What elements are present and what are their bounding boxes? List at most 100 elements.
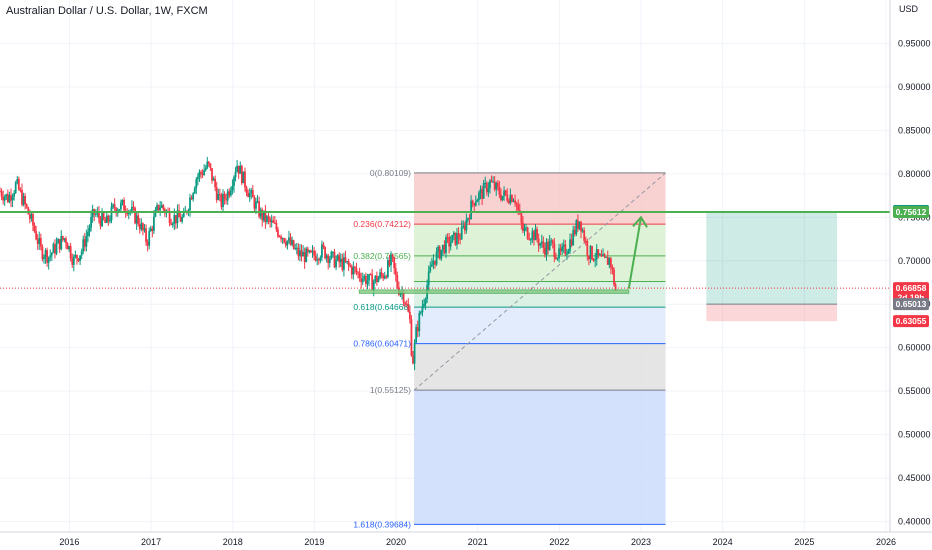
fib-label-0.382: 0.382(0.70565) xyxy=(353,251,411,261)
candle-body xyxy=(76,254,78,259)
candle-body xyxy=(289,237,292,245)
candle-body xyxy=(525,227,527,229)
x-tick-label: 2026 xyxy=(876,537,896,547)
position-profit-zone[interactable] xyxy=(706,210,838,305)
projection-arrow[interactable] xyxy=(627,217,643,289)
price-badge-text: 0.66858 xyxy=(896,283,927,293)
candle-body xyxy=(273,222,276,224)
candle-body xyxy=(427,271,430,286)
price-badge-text: 0.75612 xyxy=(896,207,927,217)
candle-body xyxy=(278,236,281,238)
support-zone[interactable] xyxy=(358,289,630,294)
candle-body xyxy=(613,269,615,285)
y-tick-label: 0.90000 xyxy=(898,82,931,92)
candle-body xyxy=(143,228,146,231)
candle-body xyxy=(212,178,215,181)
candle-body xyxy=(529,239,532,241)
x-tick-label: 2021 xyxy=(468,537,488,547)
candles xyxy=(0,156,617,371)
candle-body xyxy=(151,228,154,231)
candle-body xyxy=(206,161,209,168)
candle-body xyxy=(339,258,342,263)
projection-arrowhead xyxy=(632,215,648,228)
candle-body xyxy=(468,218,471,220)
fib-zone-0.786 xyxy=(414,343,666,391)
candle-body xyxy=(74,254,77,257)
candle-body xyxy=(259,209,262,217)
fib-zone-1 xyxy=(414,390,666,525)
candle-body xyxy=(586,241,589,256)
candle-body xyxy=(441,244,444,250)
candle-body xyxy=(313,250,315,256)
candle-body xyxy=(598,254,601,256)
overlays[interactable] xyxy=(0,211,890,294)
candle-body xyxy=(300,250,303,257)
candle-body xyxy=(58,239,61,250)
candle-body xyxy=(460,227,463,240)
y-tick-label: 0.55000 xyxy=(898,386,931,396)
candle-body xyxy=(550,240,553,242)
candle-body xyxy=(182,212,185,217)
candle-body xyxy=(306,248,309,253)
candle-body xyxy=(24,195,27,205)
candle-body xyxy=(110,206,113,221)
candle-body xyxy=(256,201,259,203)
candle-body xyxy=(415,327,418,343)
candle-body xyxy=(262,210,265,221)
y-tick-label: 0.60000 xyxy=(898,343,931,353)
candle-body xyxy=(195,179,198,189)
candle-body xyxy=(174,215,177,224)
candle-body xyxy=(476,199,479,203)
fib-trend-line[interactable] xyxy=(413,172,666,391)
candle-body xyxy=(511,195,513,202)
candle-body xyxy=(506,194,509,201)
candle-body xyxy=(383,276,386,279)
candle-body xyxy=(576,220,579,229)
candle-body xyxy=(248,193,251,198)
candle-body xyxy=(358,272,361,279)
candle-body xyxy=(280,236,282,240)
candle-body xyxy=(222,193,224,208)
candle-body xyxy=(200,171,202,174)
candle-body xyxy=(225,199,228,201)
candle-body xyxy=(429,266,432,272)
position-loss-zone[interactable] xyxy=(706,304,838,322)
candle-body xyxy=(132,206,135,208)
candle-body xyxy=(146,241,149,246)
position-tool[interactable] xyxy=(706,210,838,322)
candle-body xyxy=(189,197,191,211)
candle-body xyxy=(416,327,419,332)
candle-body xyxy=(310,250,312,253)
candle-body xyxy=(327,255,330,263)
candle-body xyxy=(332,251,334,253)
candle-body xyxy=(43,257,45,259)
candle-body xyxy=(584,240,587,242)
candle-body xyxy=(68,246,70,250)
candle-body xyxy=(520,213,523,223)
candle-body xyxy=(275,222,278,230)
candle-body xyxy=(160,205,163,208)
candle-body xyxy=(109,220,111,222)
candle-body xyxy=(423,303,425,307)
candle-body xyxy=(600,254,603,257)
candle-body xyxy=(515,203,518,205)
candle-body xyxy=(102,212,105,220)
candle-body xyxy=(121,200,124,203)
candle-body xyxy=(580,221,582,232)
candle-body xyxy=(288,237,290,241)
fib-zone-0.618 xyxy=(414,307,666,344)
candle-body xyxy=(104,219,107,223)
candle-body xyxy=(608,258,611,265)
candle-body xyxy=(434,260,436,265)
candle-body xyxy=(69,246,72,259)
candle-body xyxy=(465,219,468,231)
candle-body xyxy=(522,222,524,231)
candle-body xyxy=(473,203,476,206)
candle-body xyxy=(244,171,246,188)
candle-body xyxy=(85,235,88,247)
candle-body xyxy=(90,217,92,228)
candle-body xyxy=(322,244,325,248)
fibonacci-retracement[interactable]: 0(0.80109) 0.236(0.74212) 0.382(0.70565) 0.… xyxy=(353,168,666,529)
candle-body xyxy=(375,275,378,283)
